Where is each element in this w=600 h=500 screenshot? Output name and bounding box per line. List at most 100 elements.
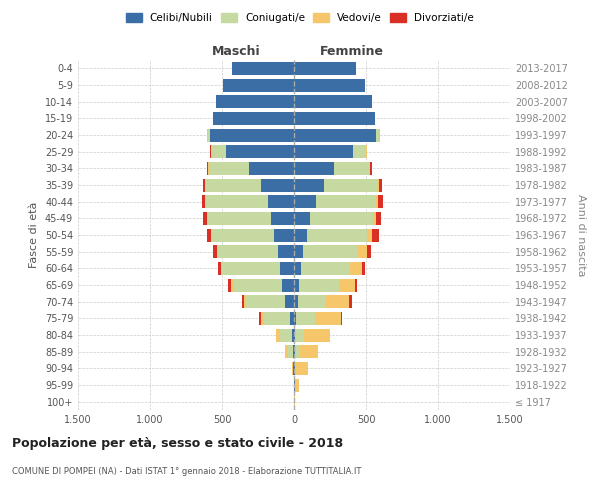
Bar	[223, 78, 294, 92]
Bar	[217, 245, 218, 258]
Bar	[280, 328, 292, 342]
Bar	[358, 245, 367, 258]
Bar	[295, 378, 299, 392]
Bar	[376, 195, 378, 208]
Bar	[294, 178, 324, 192]
Bar	[206, 195, 268, 208]
Bar	[326, 295, 349, 308]
Bar	[373, 212, 376, 225]
Bar	[294, 212, 310, 225]
Bar	[242, 295, 244, 308]
Bar	[310, 212, 373, 225]
Bar	[212, 228, 274, 241]
Bar	[376, 128, 379, 141]
Bar	[244, 295, 247, 308]
Bar	[294, 112, 374, 125]
Bar	[205, 178, 206, 192]
Bar	[203, 178, 205, 192]
Bar	[264, 312, 290, 325]
Bar	[250, 162, 294, 175]
Bar	[324, 178, 377, 192]
Bar	[300, 345, 319, 358]
Bar	[294, 278, 299, 291]
Bar	[295, 362, 296, 375]
Bar	[296, 312, 315, 325]
Bar	[286, 345, 288, 358]
Bar	[274, 228, 294, 241]
Bar	[299, 278, 340, 291]
Bar	[261, 178, 294, 192]
Bar	[341, 312, 342, 325]
Bar	[259, 312, 261, 325]
Bar	[271, 212, 294, 225]
Bar	[247, 295, 286, 308]
Bar	[294, 378, 295, 392]
Bar	[293, 345, 294, 358]
Bar	[268, 195, 294, 208]
Y-axis label: Anni di nascita: Anni di nascita	[576, 194, 586, 276]
Bar	[293, 362, 294, 375]
Bar	[374, 112, 376, 125]
Bar	[283, 278, 294, 291]
Bar	[315, 312, 341, 325]
Bar	[294, 128, 376, 141]
Bar	[207, 212, 208, 225]
Bar	[350, 262, 362, 275]
Bar	[276, 328, 280, 342]
Bar	[295, 328, 304, 342]
Bar	[296, 362, 308, 375]
Bar	[294, 312, 296, 325]
Bar	[212, 112, 214, 125]
Bar	[208, 212, 271, 225]
Y-axis label: Fasce di età: Fasce di età	[29, 202, 39, 268]
Bar	[379, 128, 380, 141]
Bar	[218, 262, 221, 275]
Bar	[292, 362, 293, 375]
Bar	[205, 195, 206, 208]
Bar	[353, 145, 366, 158]
Bar	[212, 145, 226, 158]
Bar	[230, 278, 233, 291]
Bar	[294, 245, 304, 258]
Bar	[209, 162, 250, 175]
Bar	[292, 328, 294, 342]
Bar	[208, 162, 209, 175]
Bar	[370, 162, 372, 175]
Bar	[294, 78, 365, 92]
Bar	[369, 162, 370, 175]
Text: Femmine: Femmine	[320, 46, 383, 59]
Bar	[202, 195, 205, 208]
Bar	[290, 312, 294, 325]
Bar	[208, 128, 211, 141]
Text: COMUNE DI POMPEI (NA) - Dati ISTAT 1° gennaio 2018 - Elaborazione TUTTITALIA.IT: COMUNE DI POMPEI (NA) - Dati ISTAT 1° ge…	[12, 468, 361, 476]
Bar	[214, 112, 294, 125]
Bar	[340, 278, 355, 291]
Bar	[294, 362, 295, 375]
Bar	[362, 262, 365, 275]
Bar	[294, 228, 307, 241]
Bar	[301, 262, 350, 275]
Bar	[226, 145, 294, 158]
Bar	[221, 262, 222, 275]
Bar	[294, 162, 334, 175]
Bar	[377, 178, 379, 192]
Bar	[280, 262, 294, 275]
Legend: Celibi/Nubili, Coniugati/e, Vedovi/e, Divorziati/e: Celibi/Nubili, Coniugati/e, Vedovi/e, Di…	[126, 12, 474, 23]
Bar	[298, 295, 326, 308]
Bar	[294, 195, 316, 208]
Bar	[232, 62, 294, 75]
Bar	[286, 295, 294, 308]
Bar	[376, 212, 381, 225]
Text: Maschi: Maschi	[212, 46, 261, 59]
Bar	[288, 345, 293, 358]
Bar	[304, 245, 358, 258]
Bar	[367, 228, 372, 241]
Bar	[366, 145, 367, 158]
Bar	[261, 312, 264, 325]
Bar	[278, 245, 294, 258]
Bar	[372, 228, 379, 241]
Bar	[229, 278, 230, 291]
Bar	[294, 262, 301, 275]
Bar	[304, 328, 330, 342]
Bar	[378, 195, 383, 208]
